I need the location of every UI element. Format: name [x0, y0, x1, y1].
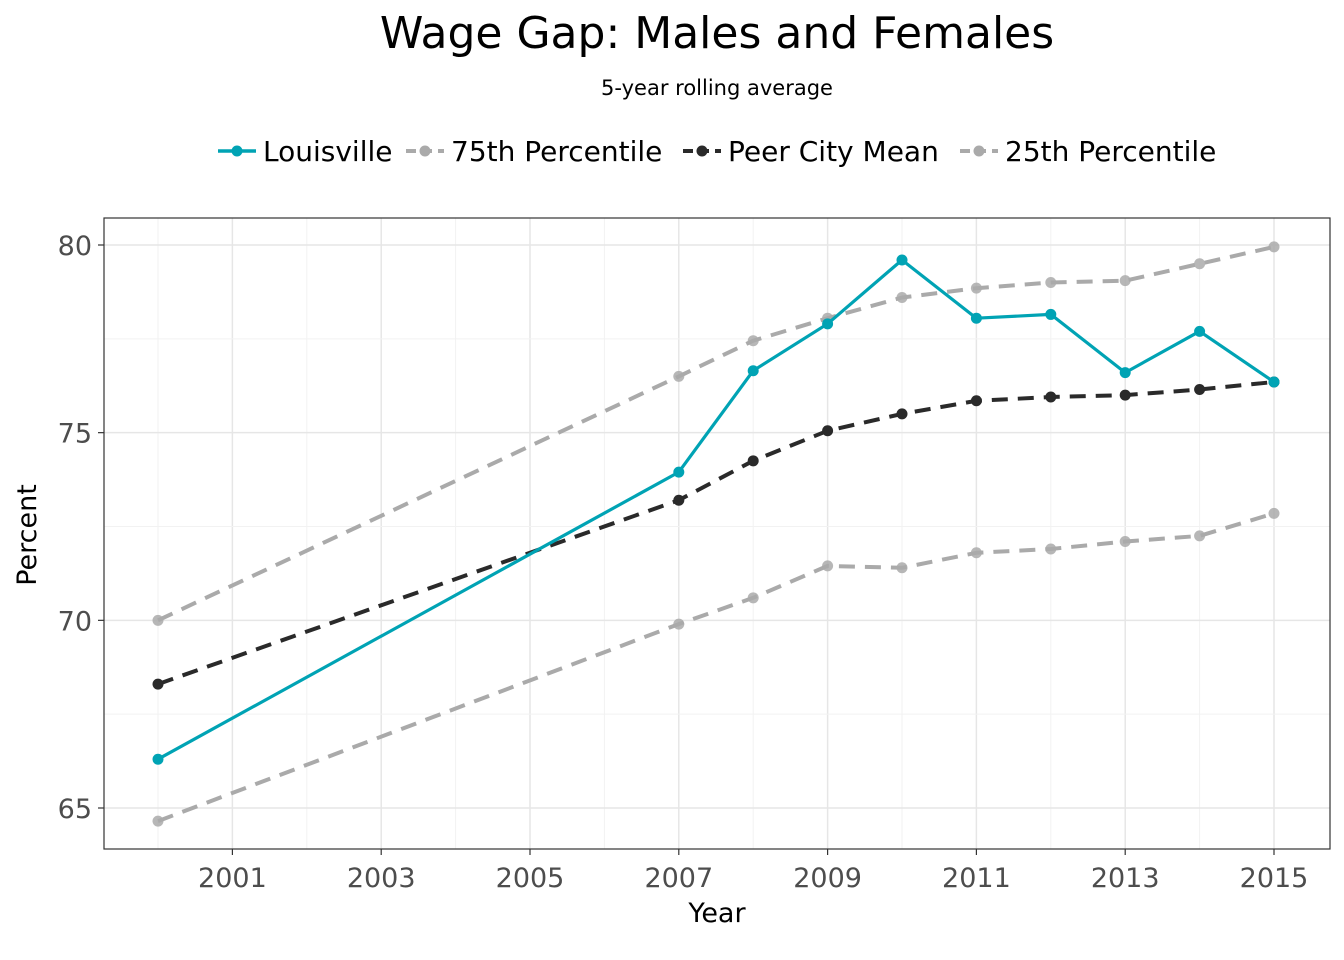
- data-point: [673, 618, 685, 630]
- data-point: [152, 753, 164, 765]
- data-point: [1119, 389, 1131, 401]
- data-point: [822, 560, 834, 572]
- data-point: [822, 318, 834, 330]
- data-point: [896, 292, 908, 304]
- x-tick-label: 2011: [942, 863, 1011, 894]
- data-point: [1119, 367, 1131, 379]
- data-point: [1045, 277, 1057, 289]
- data-point: [152, 614, 164, 626]
- y-tick-label: 80: [58, 231, 92, 262]
- data-point: [1268, 376, 1280, 388]
- plot-panel-border: [103, 217, 1331, 850]
- y-tick-label: 70: [58, 606, 92, 637]
- legend-key-point: [419, 145, 431, 157]
- series-25th-percentile: [152, 507, 1280, 827]
- x-tick-label: 2001: [198, 863, 267, 894]
- legend-item: Louisville: [218, 135, 393, 168]
- y-tick-label: 65: [58, 794, 92, 825]
- series-75th-percentile: [152, 241, 1280, 626]
- legend: Louisville 75th Percentile Peer City Mean 2…: [218, 135, 1216, 168]
- data-point: [1194, 258, 1206, 270]
- x-axis-ticks: 2001 2003 2005 2007 2009 2011 2013 2015: [198, 849, 1308, 894]
- series-louisville: [152, 254, 1280, 765]
- series-line: [157, 258, 1275, 761]
- data-point: [970, 395, 982, 407]
- data-point: [1045, 543, 1057, 555]
- x-tick-label: 2005: [496, 863, 565, 894]
- data-point: [1268, 241, 1280, 253]
- data-point: [970, 282, 982, 294]
- data-point: [970, 312, 982, 324]
- legend-key-point: [696, 145, 708, 157]
- data-point: [747, 455, 759, 467]
- data-point: [747, 592, 759, 604]
- legend-label: Peer City Mean: [728, 135, 939, 168]
- data-point: [896, 254, 908, 266]
- series-line: [157, 244, 1275, 623]
- legend-label: 75th Percentile: [451, 135, 662, 168]
- series-layer: [152, 241, 1280, 827]
- series-line: [157, 511, 1275, 823]
- data-point: [1268, 507, 1280, 519]
- x-tick-label: 2013: [1091, 863, 1160, 894]
- x-tick-label: 2007: [644, 863, 713, 894]
- series-line: [157, 380, 1275, 686]
- data-point: [152, 815, 164, 827]
- legend-label: Louisville: [263, 135, 393, 168]
- y-axis-ticks: 65 70 75 80: [58, 231, 104, 825]
- chart-title: Wage Gap: Males and Females: [380, 8, 1054, 59]
- y-tick-label: 75: [58, 419, 92, 450]
- data-point: [1045, 391, 1057, 403]
- legend-item: 25th Percentile: [960, 135, 1216, 168]
- data-point: [896, 562, 908, 574]
- data-point: [1045, 308, 1057, 320]
- data-point: [1194, 530, 1206, 542]
- data-point: [1119, 275, 1131, 287]
- data-point: [896, 408, 908, 420]
- data-point: [152, 678, 164, 690]
- legend-label: 25th Percentile: [1005, 135, 1216, 168]
- x-tick-label: 2009: [793, 863, 862, 894]
- legend-key-point: [973, 145, 985, 157]
- x-tick-label: 2003: [347, 863, 416, 894]
- data-point: [1194, 325, 1206, 337]
- data-point: [970, 547, 982, 559]
- data-point: [673, 494, 685, 506]
- data-point: [1119, 536, 1131, 548]
- legend-item: 75th Percentile: [406, 135, 662, 168]
- y-axis-title: Percent: [12, 484, 43, 586]
- data-point: [673, 370, 685, 382]
- grid: [104, 218, 1330, 849]
- data-point: [1194, 384, 1206, 396]
- x-tick-label: 2015: [1240, 863, 1309, 894]
- chart-subtitle: 5-year rolling average: [601, 76, 833, 100]
- data-point: [822, 425, 834, 437]
- legend-item: Peer City Mean: [683, 135, 939, 168]
- data-point: [747, 365, 759, 377]
- data-point: [747, 335, 759, 347]
- x-axis-title: Year: [687, 898, 746, 929]
- legend-key-point: [231, 145, 243, 157]
- data-point: [673, 466, 685, 478]
